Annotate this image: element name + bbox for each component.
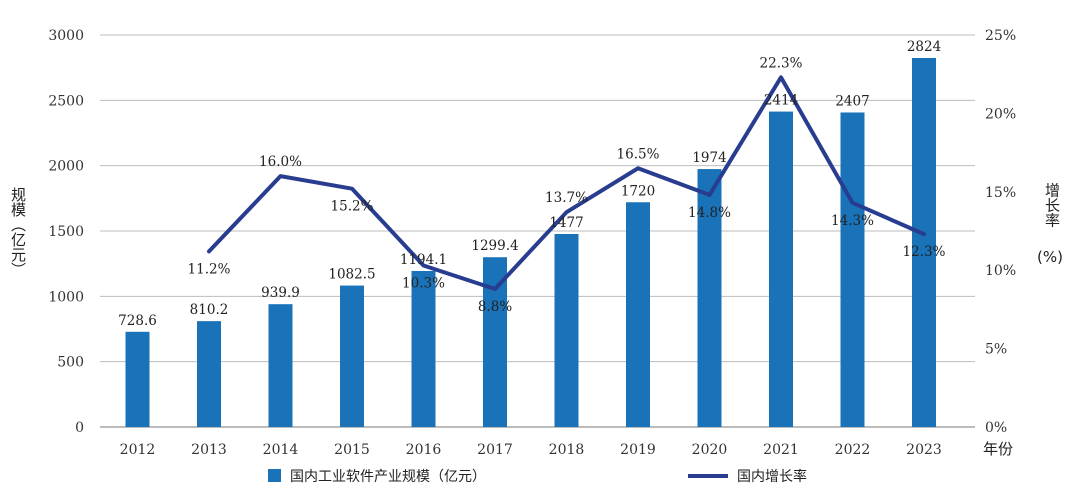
bar [411,270,436,427]
left-tick-label: 2000 [48,159,84,175]
bar [197,321,221,427]
bar-value-label: 939.9 [261,285,300,301]
right-tick-label: 10% [985,263,1016,279]
x-tick-label: 2020 [692,442,728,458]
x-tick-label: 2023 [906,442,942,458]
bar-value-label: 1720 [621,183,655,199]
x-tick-label: 2019 [620,442,656,458]
x-tick-label: 2021 [763,442,799,458]
left-tick-label: 2500 [48,93,84,109]
growth-value-label: 8.8% [478,299,512,315]
legend-bar-swatch [268,469,281,482]
legend-bar-label: 国内工业软件产业规模（亿元） [290,469,486,485]
left-tick-label: 0 [75,420,84,436]
bar-value-label: 1299.4 [471,238,518,254]
right-tick-label: 5% [985,342,1007,358]
left-tick-label: 3000 [48,28,84,44]
data-labels: 728.6 810.2 939.9 1082.5 1194.1 1299.4 1477 172… [118,39,945,329]
bar-series [125,57,936,427]
left-tick-label: 500 [57,355,84,371]
x-tick-label: 2015 [334,442,370,458]
right-tick-label: 15% [985,185,1016,201]
legend-line-label: 国内增长率 [737,468,807,485]
growth-value-label: 15.2% [331,199,374,215]
bar [697,169,722,427]
x-tick-label: 2016 [406,442,442,458]
bar-value-label: 2407 [835,93,869,109]
bar [268,304,293,427]
bar [626,202,650,427]
right-axis-unit: (%) [1037,248,1063,266]
x-tick-label: 2014 [263,442,299,458]
growth-value-label: 12.3% [903,244,946,260]
legend: 国内工业软件产业规模（亿元） 国内增长率 [268,468,807,485]
x-axis-ticks: 2012 2013 2014 2015 2016 2017 2018 2019 2020 2021… [120,442,942,458]
bar [340,285,364,427]
bar [912,57,936,427]
x-tick-label: 2013 [191,442,227,458]
growth-value-label: 16.0% [259,154,302,170]
bar [125,331,150,427]
gridlines [100,34,975,428]
growth-line [207,75,926,292]
growth-value-label: 14.3% [831,213,874,229]
x-tick-label: 2022 [835,442,871,458]
bar-value-label: 728.6 [118,313,157,329]
left-axis-title: 规模（亿元） [9,187,27,277]
bar [840,112,865,427]
bar-value-label: 1974 [692,150,726,166]
right-tick-label: 0% [985,420,1007,436]
growth-value-label: 14.8% [688,205,731,221]
line-series [207,75,926,292]
x-tick-label: 2017 [477,442,513,458]
bar-value-label: 1082.5 [328,267,375,283]
right-tick-label: 25% [985,28,1016,44]
bar [554,234,579,427]
right-axis-title: 增长率 [1043,183,1061,228]
bar-value-label: 2824 [907,39,941,55]
right-axis-ticks: 0% 5% 10% 15% 20% 25% [985,28,1016,436]
bar-value-label: 2414 [764,93,798,109]
x-axis-title: 年份 [983,440,1013,458]
bar [769,111,793,427]
x-tick-label: 2012 [120,442,156,458]
growth-value-label: 11.2% [188,261,231,277]
bar-value-label: 1477 [549,215,583,231]
bar-value-label: 810.2 [190,302,229,318]
growth-value-label: 16.5% [617,146,660,162]
left-tick-label: 1500 [48,224,84,240]
growth-value-label: 13.7% [545,190,588,206]
left-tick-label: 1000 [48,289,84,305]
x-tick-label: 2018 [549,442,585,458]
right-tick-label: 20% [985,106,1016,122]
left-axis-ticks: 0 500 1000 1500 2000 2500 3000 [48,28,84,436]
growth-value-label: 10.3% [402,275,445,291]
growth-value-label: 22.3% [760,55,803,71]
bar-value-label: 1194.1 [400,252,447,268]
